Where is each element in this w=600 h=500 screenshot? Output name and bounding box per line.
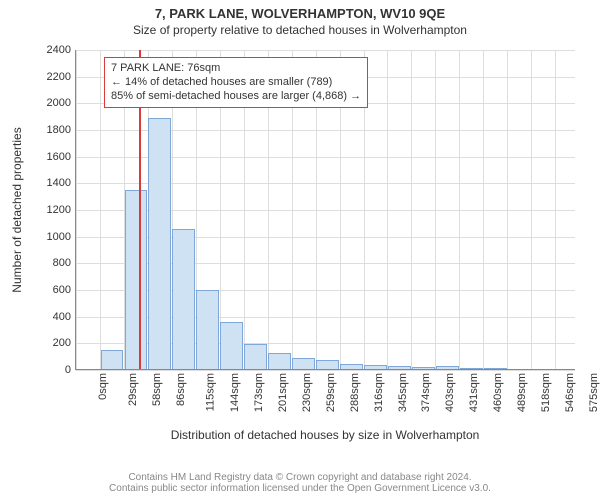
- y-tick-label: 1800: [47, 124, 76, 136]
- y-tick-label: 400: [53, 311, 76, 323]
- histogram-bar: [172, 229, 195, 369]
- attribution-line: Contains public sector information licen…: [0, 483, 600, 494]
- histogram-bar: [412, 367, 435, 369]
- gridline-vertical: [531, 50, 532, 369]
- gridline-vertical: [435, 50, 436, 369]
- x-tick-label: 86sqm: [175, 373, 187, 406]
- histogram-bar: [148, 118, 171, 369]
- annotation-line: ← 14% of detached houses are smaller (78…: [111, 76, 361, 90]
- x-tick-label: 489sqm: [516, 373, 528, 412]
- histogram-bar: [220, 322, 243, 369]
- x-tick-label: 259sqm: [325, 373, 337, 412]
- x-tick-label: 288sqm: [349, 373, 361, 412]
- histogram-bar: [196, 290, 219, 369]
- y-tick-label: 200: [53, 337, 76, 349]
- y-tick-label: 1400: [47, 177, 76, 189]
- x-axis-label: Distribution of detached houses by size …: [75, 428, 575, 442]
- annotation-box: 7 PARK LANE: 76sqm← 14% of detached hous…: [104, 57, 368, 108]
- x-tick-label: 546sqm: [564, 373, 576, 412]
- x-tick-label: 144sqm: [229, 373, 241, 412]
- y-tick-label: 2000: [47, 97, 76, 109]
- x-tick-label: 201sqm: [277, 373, 289, 412]
- histogram-bar: [316, 360, 339, 369]
- gridline-vertical: [411, 50, 412, 369]
- y-tick-label: 2200: [47, 71, 76, 83]
- x-tick-label: 431sqm: [469, 373, 481, 412]
- gridline-vertical: [387, 50, 388, 369]
- y-tick-label: 2400: [47, 44, 76, 56]
- histogram-bar: [340, 364, 363, 369]
- histogram-bar: [460, 368, 483, 369]
- gridline-vertical: [100, 50, 101, 369]
- y-tick-label: 1000: [47, 231, 76, 243]
- x-tick-label: 518sqm: [540, 373, 552, 412]
- histogram-bar: [125, 190, 148, 369]
- x-tick-label: 173sqm: [253, 373, 265, 412]
- histogram-bar: [101, 350, 124, 369]
- gridline-vertical: [76, 50, 77, 369]
- histogram-bar: [244, 344, 267, 369]
- attribution-text: Contains HM Land Registry data © Crown c…: [0, 472, 600, 494]
- x-tick-label: 230sqm: [301, 373, 313, 412]
- gridline-vertical: [483, 50, 484, 369]
- histogram-bar: [292, 358, 315, 369]
- histogram-bar: [364, 365, 387, 369]
- gridline-horizontal: [76, 50, 575, 51]
- x-tick-label: 58sqm: [151, 373, 163, 406]
- x-tick-label: 403sqm: [445, 373, 457, 412]
- histogram-bar: [268, 353, 291, 369]
- annotation-line: 7 PARK LANE: 76sqm: [111, 62, 361, 76]
- x-tick-label: 115sqm: [204, 373, 216, 411]
- x-tick-label: 316sqm: [373, 373, 385, 412]
- annotation-line: 85% of semi-detached houses are larger (…: [111, 90, 361, 104]
- y-tick-label: 1600: [47, 151, 76, 163]
- y-tick-label: 1200: [47, 204, 76, 216]
- x-tick-label: 374sqm: [421, 373, 433, 412]
- x-tick-label: 345sqm: [397, 373, 409, 412]
- histogram-bar: [436, 366, 459, 369]
- gridline-vertical: [507, 50, 508, 369]
- histogram-bar: [484, 368, 507, 369]
- gridline-vertical: [459, 50, 460, 369]
- gridline-vertical: [555, 50, 556, 369]
- x-tick-label: 575sqm: [588, 373, 600, 412]
- gridline-horizontal: [76, 370, 575, 371]
- y-tick-label: 800: [53, 257, 76, 269]
- x-tick-label: 29sqm: [127, 373, 139, 406]
- y-tick-label: 600: [53, 284, 76, 296]
- attribution-line: Contains HM Land Registry data © Crown c…: [0, 472, 600, 483]
- y-tick-label: 0: [65, 364, 76, 376]
- x-tick-label: 460sqm: [492, 373, 504, 412]
- y-axis-label: Number of detached properties: [10, 127, 24, 292]
- histogram-bar: [388, 366, 411, 369]
- x-tick-label: 0sqm: [97, 373, 109, 400]
